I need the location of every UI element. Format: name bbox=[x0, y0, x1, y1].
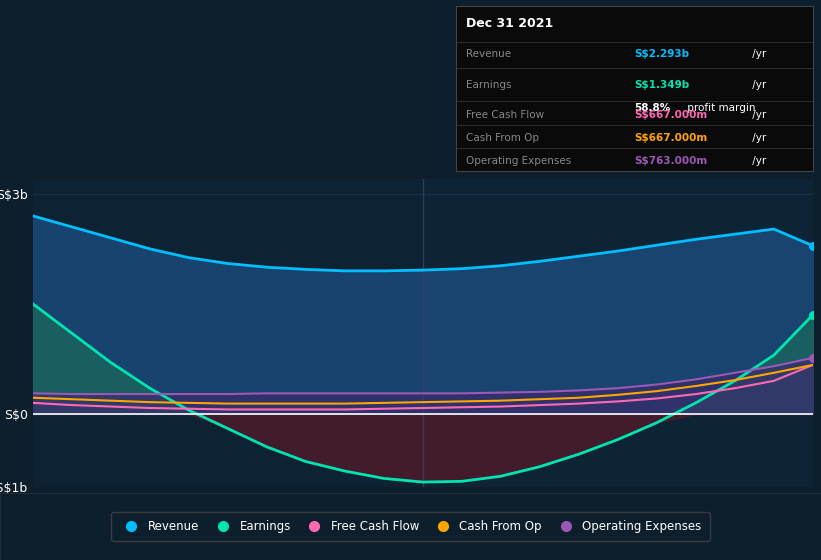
Text: /yr: /yr bbox=[749, 133, 766, 143]
Text: S$667.000m: S$667.000m bbox=[635, 133, 708, 143]
Point bbox=[806, 241, 819, 250]
Text: /yr: /yr bbox=[749, 80, 766, 90]
Text: /yr: /yr bbox=[749, 110, 766, 120]
Text: 58.8%: 58.8% bbox=[635, 103, 671, 113]
Text: Operating Expenses: Operating Expenses bbox=[466, 156, 571, 166]
Text: Revenue: Revenue bbox=[466, 49, 511, 59]
Text: /yr: /yr bbox=[749, 49, 766, 59]
Legend: Revenue, Earnings, Free Cash Flow, Cash From Op, Operating Expenses: Revenue, Earnings, Free Cash Flow, Cash … bbox=[112, 512, 709, 541]
Text: Cash From Op: Cash From Op bbox=[466, 133, 539, 143]
Bar bbox=[423, 179, 813, 487]
Text: S$1.349b: S$1.349b bbox=[635, 80, 690, 90]
Text: /yr: /yr bbox=[749, 156, 766, 166]
Text: Dec 31 2021: Dec 31 2021 bbox=[466, 17, 553, 30]
Point bbox=[806, 353, 819, 362]
Text: Earnings: Earnings bbox=[466, 80, 511, 90]
Text: Free Cash Flow: Free Cash Flow bbox=[466, 110, 544, 120]
Text: profit margin: profit margin bbox=[684, 103, 755, 113]
Point bbox=[806, 310, 819, 319]
Text: S$667.000m: S$667.000m bbox=[635, 110, 708, 120]
Text: S$2.293b: S$2.293b bbox=[635, 49, 690, 59]
Text: S$763.000m: S$763.000m bbox=[635, 156, 708, 166]
